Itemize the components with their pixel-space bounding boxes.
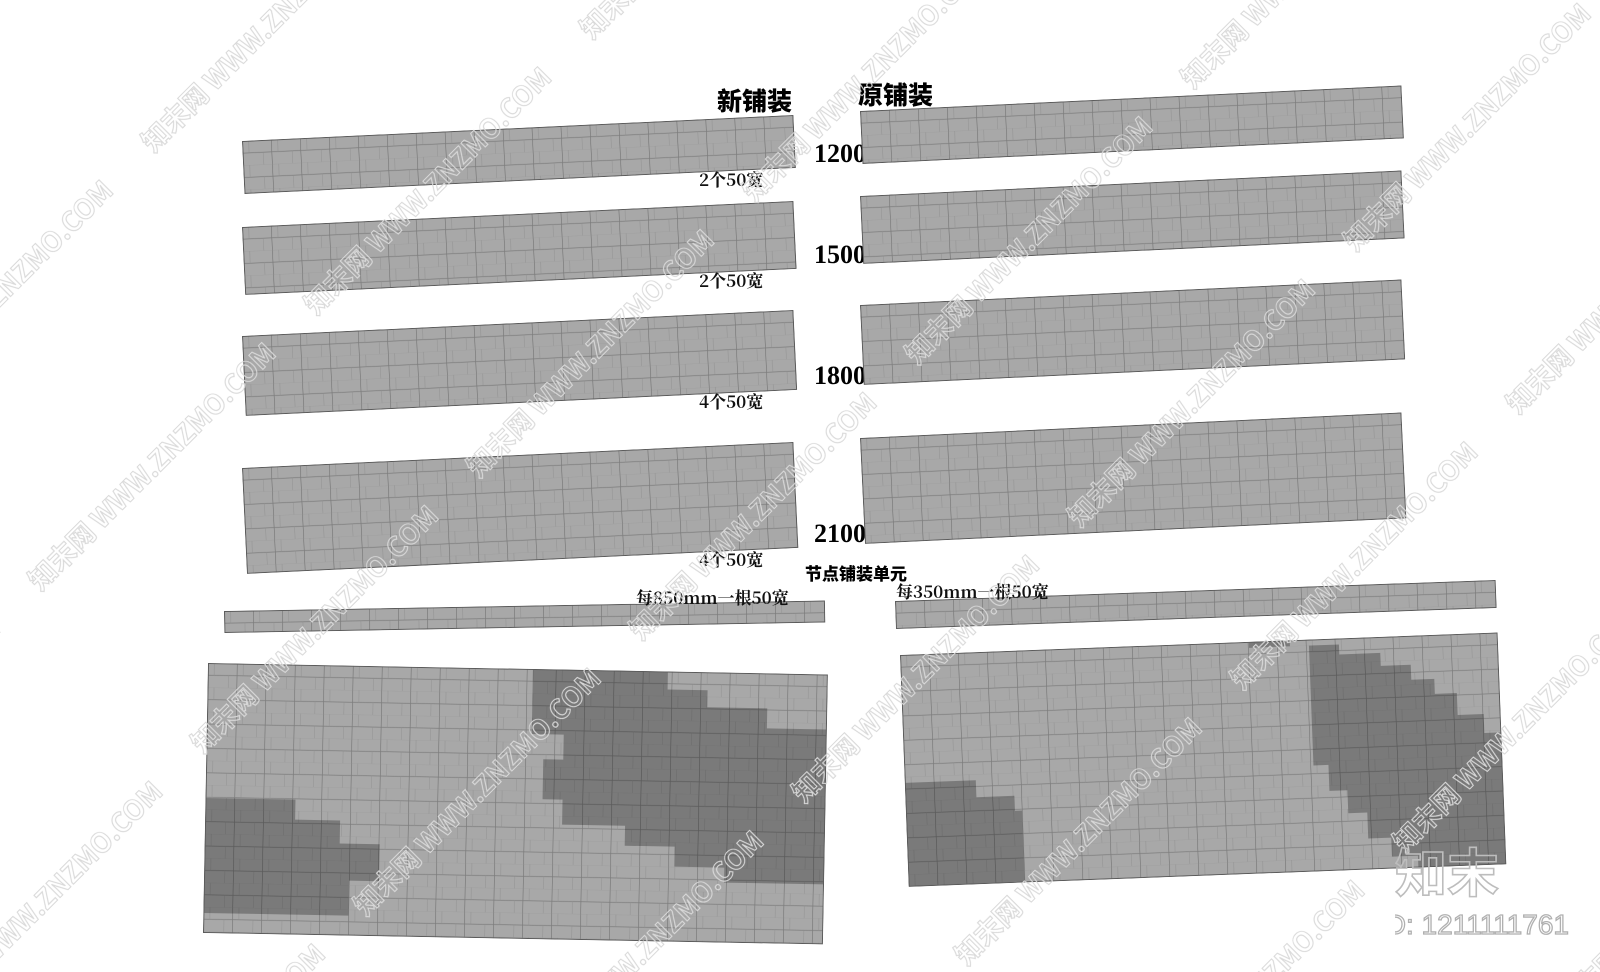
svg-text:ID: 1211111761: ID: 1211111761 xyxy=(1395,909,1569,940)
svg-text:知末: 知末 xyxy=(1395,840,1499,907)
